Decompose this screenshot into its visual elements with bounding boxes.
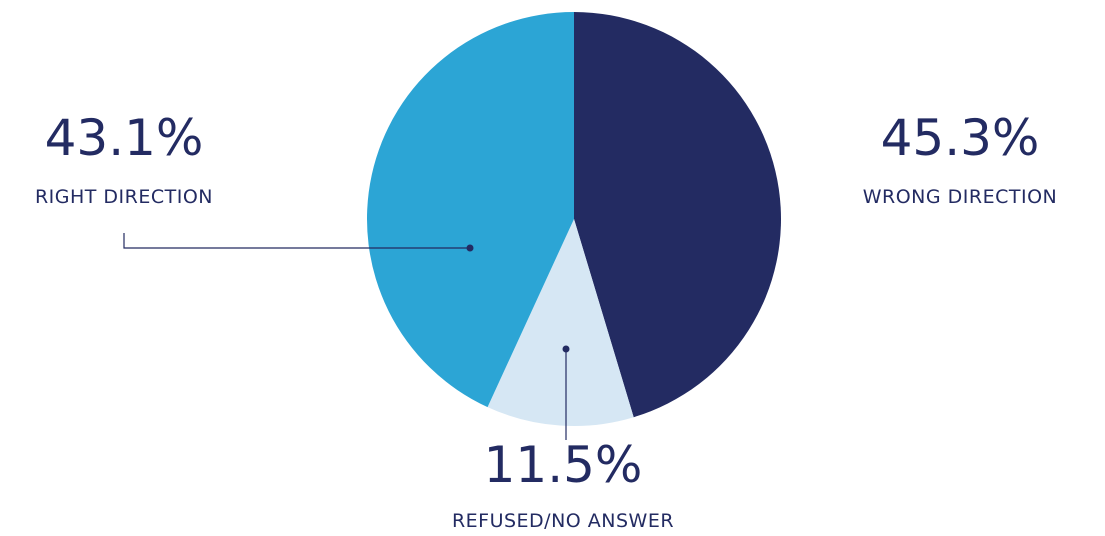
- value-label: 43.1%: [45, 109, 204, 167]
- value-label: 11.5%: [484, 436, 643, 494]
- category-label: REFUSED/NO ANSWER: [452, 510, 674, 532]
- leader-dot: [562, 345, 570, 353]
- pie-slice: [574, 12, 782, 418]
- leader-dot: [466, 244, 474, 252]
- category-label: WRONG DIRECTION: [863, 186, 1058, 208]
- category-label: RIGHT DIRECTION: [35, 186, 213, 208]
- pie-slice: [487, 219, 634, 426]
- value-label: 45.3%: [881, 109, 1040, 167]
- leader-line: [123, 233, 470, 249]
- pie-slice: [366, 12, 574, 408]
